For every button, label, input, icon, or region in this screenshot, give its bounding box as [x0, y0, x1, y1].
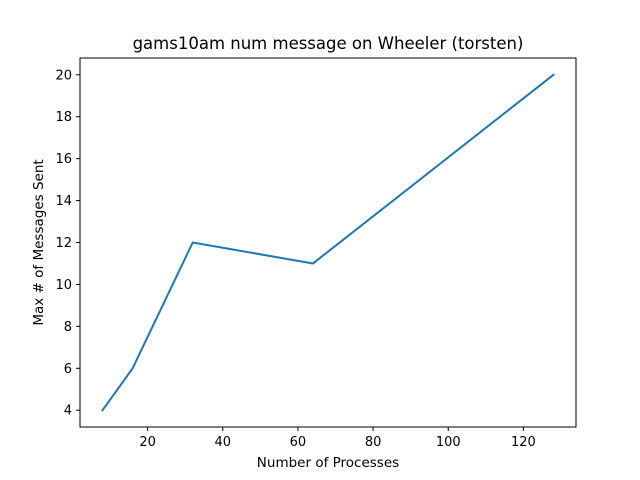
x-axis-label: Number of Processes	[257, 455, 399, 471]
y-axis-ticks: 4 6 8 10 12 14 16 18 20	[55, 68, 80, 419]
x-tick-label: 60	[290, 435, 307, 450]
x-tick-label: 20	[139, 435, 156, 450]
y-tick-label: 12	[55, 236, 72, 251]
y-tick-label: 8	[64, 320, 72, 335]
x-tick-label: 80	[365, 435, 382, 450]
series-layer	[101, 73, 555, 412]
x-tick-label: 100	[436, 435, 461, 450]
x-axis-ticks: 20 40 60 80 100 120	[139, 427, 536, 450]
y-tick-label: 20	[55, 68, 72, 83]
y-axis-label: Max # of Messages Sent	[31, 159, 47, 325]
x-tick-label: 120	[511, 435, 536, 450]
chart-title: gams10am num message on Wheeler (torsten…	[133, 34, 524, 53]
y-tick-label: 6	[64, 362, 72, 377]
y-tick-label: 4	[64, 404, 72, 419]
y-tick-label: 18	[55, 110, 72, 125]
y-tick-label: 16	[55, 152, 72, 167]
x-tick-label: 40	[215, 435, 232, 450]
series-line-0	[101, 73, 555, 412]
plot-area-frame	[79, 57, 577, 428]
y-tick-label: 14	[55, 194, 72, 209]
y-tick-label: 10	[55, 278, 72, 293]
